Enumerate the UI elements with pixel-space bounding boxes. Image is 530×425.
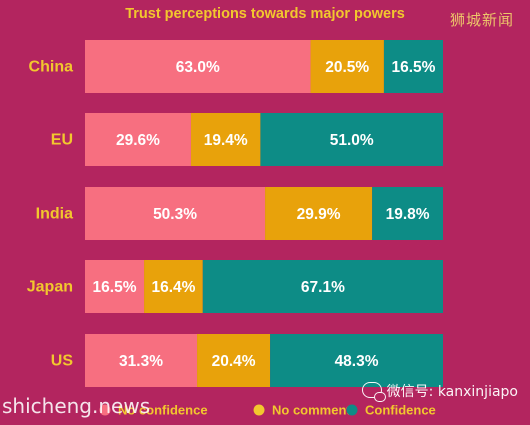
wechat-id: 微信号: kanxinjiapo [386, 384, 518, 400]
bottom-left-watermark: shicheng.news [2, 394, 151, 418]
bar-segment [85, 113, 191, 166]
category-label: Japan [27, 279, 73, 296]
bar-segment [270, 334, 443, 387]
legend: No confidence No comment Confidence [99, 403, 436, 418]
data-label: 16.4% [151, 279, 195, 296]
data-label: 67.1% [301, 279, 345, 296]
legend-label: No confidence [118, 403, 208, 418]
legend-marker [253, 404, 265, 416]
data-label: 20.4% [212, 353, 256, 370]
bars-layer: China 63.0% 20.5% 16.5% EU 29.6% 19.4% 51.0% Ind… [27, 40, 443, 387]
data-label: 16.5% [93, 279, 137, 296]
data-label: 20.5% [325, 59, 369, 76]
bottom-right-watermark: 微信号: kanxinjiapo [361, 381, 518, 402]
bar-segment [197, 334, 271, 387]
bar-segment [85, 260, 145, 313]
bar-segment [144, 260, 203, 313]
legend-label: Confidence [365, 403, 436, 418]
bar-segment [85, 334, 198, 387]
data-label: 50.3% [153, 206, 197, 223]
category-label: EU [51, 132, 73, 149]
data-label: 29.9% [297, 206, 341, 223]
bar-segment [202, 260, 443, 313]
chart-title: Trust perceptions towards major powers [125, 6, 405, 22]
legend-marker [99, 404, 111, 416]
category-label: China [29, 59, 74, 76]
data-label: 51.0% [330, 132, 374, 149]
bar-segment [383, 40, 443, 93]
category-label: US [51, 353, 74, 370]
bar-segment [310, 40, 384, 93]
data-label: 63.0% [176, 59, 220, 76]
bar-segment [372, 187, 443, 240]
bar-segment [85, 40, 311, 93]
data-label: 19.4% [204, 132, 248, 149]
top-right-watermark: 狮城新闻 [449, 11, 514, 29]
data-label: 29.6% [116, 132, 160, 149]
data-label: 19.8% [386, 206, 430, 223]
data-label: 31.3% [119, 353, 163, 370]
bar-segment [260, 113, 443, 166]
bar-segment [85, 187, 266, 240]
data-label: 16.5% [391, 59, 435, 76]
legend-label: No comment [272, 403, 351, 418]
legend-marker [346, 404, 358, 416]
wechat-icon [361, 382, 386, 402]
bar-segment [190, 113, 261, 166]
data-label: 48.3% [335, 353, 379, 370]
category-label: India [36, 206, 73, 223]
bar-segment [265, 187, 373, 240]
